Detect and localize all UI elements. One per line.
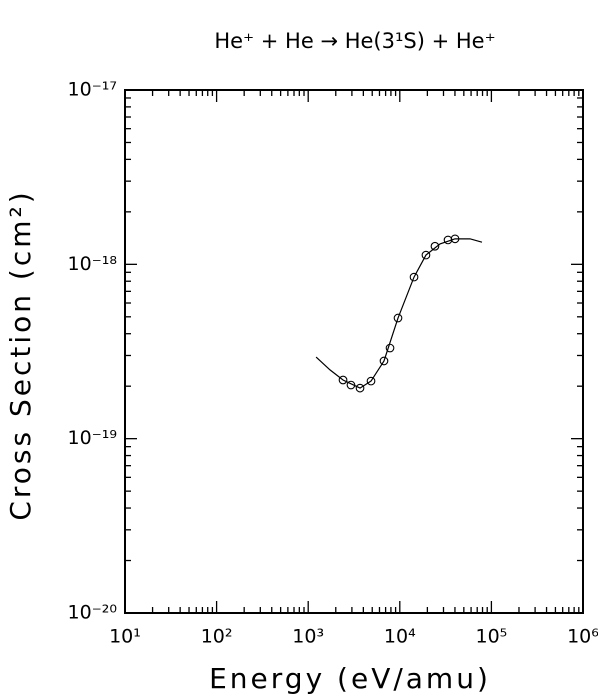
x-tick-label: 10¹ bbox=[109, 626, 141, 648]
y-tick-label: 10⁻¹⁸ bbox=[68, 253, 117, 275]
data-point bbox=[450, 234, 460, 244]
y-tick-label: 10⁻²⁰ bbox=[68, 602, 117, 624]
data-point bbox=[393, 313, 403, 323]
data-point bbox=[379, 356, 389, 366]
y-tick-label: 10⁻¹⁹ bbox=[68, 427, 117, 449]
x-axis-label: Energy (eV/amu) bbox=[209, 662, 491, 695]
data-point bbox=[338, 375, 348, 385]
y-axis-label: Cross Section (cm²) bbox=[4, 189, 37, 520]
data-point bbox=[430, 241, 440, 251]
chart-title: He⁺ + He → He(3¹S) + He⁺ bbox=[214, 29, 495, 53]
data-point bbox=[366, 376, 376, 386]
data-point bbox=[355, 383, 365, 393]
x-tick-label: 10⁶ bbox=[567, 626, 598, 648]
data-point bbox=[385, 343, 395, 353]
data-point bbox=[346, 380, 356, 390]
x-tick-label: 10³ bbox=[292, 626, 324, 648]
x-tick-label: 10⁵ bbox=[476, 626, 508, 648]
data-line bbox=[315, 238, 483, 389]
data-point bbox=[409, 272, 419, 282]
plot-frame bbox=[124, 89, 584, 614]
x-tick-label: 10² bbox=[201, 626, 233, 648]
x-tick-label: 10⁴ bbox=[384, 626, 416, 648]
y-tick-label: 10⁻¹⁷ bbox=[68, 79, 117, 101]
data-point bbox=[421, 250, 431, 260]
